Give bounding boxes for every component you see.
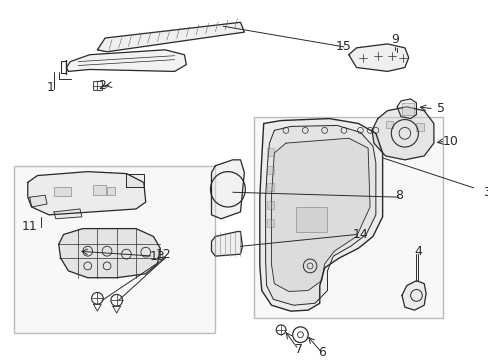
Polygon shape <box>396 99 416 118</box>
Polygon shape <box>348 44 408 71</box>
Bar <box>92 81 102 90</box>
Text: 12: 12 <box>155 248 171 261</box>
Text: 4: 4 <box>414 245 422 258</box>
Text: 10: 10 <box>442 135 457 148</box>
Polygon shape <box>54 209 82 219</box>
Bar <box>385 121 392 129</box>
Polygon shape <box>28 172 145 215</box>
Text: 8: 8 <box>394 189 402 202</box>
Polygon shape <box>30 195 47 207</box>
Text: 2: 2 <box>98 79 106 92</box>
Bar <box>266 219 274 227</box>
Bar <box>266 201 274 209</box>
Bar <box>107 187 115 195</box>
Polygon shape <box>271 138 369 292</box>
Polygon shape <box>66 50 186 71</box>
Bar <box>416 123 423 131</box>
Bar <box>14 166 215 333</box>
Bar <box>253 117 442 318</box>
Polygon shape <box>259 118 382 311</box>
Polygon shape <box>97 22 244 52</box>
Text: 5: 5 <box>436 102 444 115</box>
Text: 1: 1 <box>47 81 55 94</box>
Bar <box>54 187 71 196</box>
Text: 3: 3 <box>482 186 488 199</box>
Polygon shape <box>59 229 160 278</box>
Bar <box>295 207 326 231</box>
Text: 6: 6 <box>317 346 325 359</box>
Polygon shape <box>126 174 143 187</box>
Bar <box>266 166 274 174</box>
Polygon shape <box>211 231 242 256</box>
Polygon shape <box>265 125 375 305</box>
Text: 14: 14 <box>352 228 367 241</box>
Text: 13: 13 <box>149 249 165 262</box>
Text: 15: 15 <box>335 40 351 53</box>
Bar <box>92 185 106 195</box>
Bar <box>266 148 274 156</box>
Text: 7: 7 <box>294 343 302 356</box>
Polygon shape <box>371 107 433 160</box>
Polygon shape <box>401 281 425 310</box>
Bar <box>401 103 413 114</box>
Text: 9: 9 <box>390 33 398 46</box>
Polygon shape <box>211 160 244 219</box>
Bar <box>266 183 274 191</box>
Text: 11: 11 <box>22 220 38 233</box>
